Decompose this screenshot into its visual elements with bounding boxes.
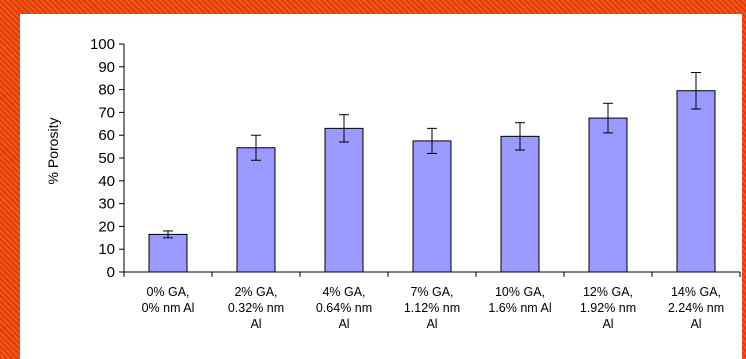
y-axis-ticks: 0 10 20 30 40 50 60 70 80 90 100 bbox=[90, 36, 124, 281]
x-category-label: 4% GA, 0.64% nm Al bbox=[316, 285, 372, 331]
y-tick-label: 10 bbox=[98, 241, 115, 258]
porosity-bar-chart: % Porosity 0 10 20 30 40 50 60 70 80 90 100 0% GA,… bbox=[45, 36, 741, 331]
x-category-label-line: 2.24% nm bbox=[668, 301, 724, 315]
x-category-label: 10% GA, 1.6% nm Al bbox=[488, 285, 551, 315]
x-category-label-line: Al bbox=[602, 317, 613, 331]
y-tick-label: 60 bbox=[98, 127, 115, 144]
y-tick-label: 50 bbox=[98, 150, 115, 167]
x-category-label-line: 1.12% nm bbox=[404, 301, 460, 315]
x-category-label-line: Al bbox=[690, 317, 701, 331]
y-tick-label: 80 bbox=[98, 82, 115, 99]
y-tick-label: 30 bbox=[98, 196, 115, 213]
x-category-label: 0% GA, 0% nm Al bbox=[142, 285, 195, 315]
y-tick-label: 70 bbox=[98, 104, 115, 121]
x-category-label-line: 4% GA, bbox=[322, 285, 365, 299]
x-category-label-line: 2% GA, bbox=[234, 285, 277, 299]
x-category-label: 14% GA, 2.24% nm Al bbox=[668, 285, 724, 331]
x-category-label-line: Al bbox=[426, 317, 437, 331]
y-tick-label: 100 bbox=[90, 36, 115, 53]
bar bbox=[236, 147, 276, 273]
bar bbox=[676, 90, 716, 273]
bar bbox=[148, 233, 188, 273]
x-category-label-line: 12% GA, bbox=[583, 285, 633, 299]
x-category-label-line: 7% GA, bbox=[410, 285, 453, 299]
x-category-label-line: 0.32% nm bbox=[228, 301, 284, 315]
x-category-label: 2% GA, 0.32% nm Al bbox=[228, 285, 284, 331]
x-category-label-line: Al bbox=[250, 317, 261, 331]
x-category-label-line: 10% GA, bbox=[495, 285, 545, 299]
y-tick-label: 20 bbox=[98, 218, 115, 235]
y-axis-title-group: % Porosity bbox=[45, 118, 61, 185]
x-category-label-line: 1.6% nm Al bbox=[488, 301, 551, 315]
x-category-label-line: Al bbox=[338, 317, 349, 331]
x-category-label-line: 14% GA, bbox=[671, 285, 721, 299]
x-category-label-line: 1.92% nm bbox=[580, 301, 636, 315]
y-axis-title: % Porosity bbox=[45, 118, 61, 185]
x-category-label: 12% GA, 1.92% nm Al bbox=[580, 285, 636, 331]
x-axis-category-labels: 0% GA, 0% nm Al 2% GA, 0.32% nm Al 4% GA, 0.64… bbox=[142, 285, 725, 331]
y-tick-label: 0 bbox=[107, 264, 115, 281]
x-category-label-line: 0% nm Al bbox=[142, 301, 195, 315]
bars bbox=[148, 90, 716, 273]
x-category-label: 7% GA, 1.12% nm Al bbox=[404, 285, 460, 331]
error-bars bbox=[163, 72, 701, 239]
x-category-label-line: 0.64% nm bbox=[316, 301, 372, 315]
x-category-label-line: 0% GA, bbox=[146, 285, 189, 299]
bar bbox=[500, 135, 540, 273]
axes bbox=[123, 44, 741, 277]
bar bbox=[324, 127, 364, 273]
chart-panel: % Porosity 0 10 20 30 40 50 60 70 80 90 100 0% GA,… bbox=[20, 14, 742, 359]
y-tick-label: 40 bbox=[98, 173, 115, 190]
y-tick-label: 90 bbox=[98, 59, 115, 76]
bar bbox=[588, 117, 628, 273]
bar bbox=[412, 140, 452, 273]
